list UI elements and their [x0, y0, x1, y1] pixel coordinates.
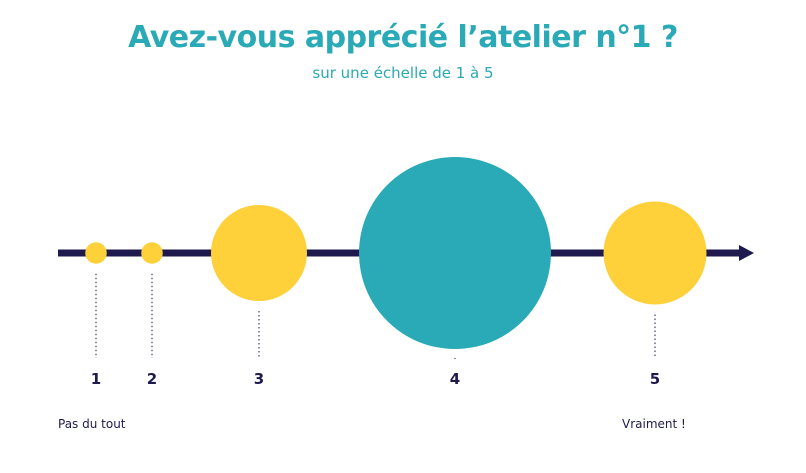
tick-label-4: 4 [450, 370, 460, 388]
bubble-1 [85, 242, 107, 264]
bubble-2 [141, 242, 163, 264]
scale-low-label: Pas du tout [58, 417, 126, 431]
bubble-3 [211, 205, 307, 301]
tick-label-3: 3 [254, 370, 264, 388]
axis-arrowhead [739, 245, 754, 261]
scale-high-label: Vraiment ! [622, 417, 686, 431]
tick-label-2: 2 [147, 370, 157, 388]
tick-label-1: 1 [91, 370, 101, 388]
chart-title: Avez-vous apprécié l’atelier n°1 ? [128, 20, 678, 55]
bubble-5 [603, 201, 707, 305]
chart-subtitle: sur une échelle de 1 à 5 [312, 64, 494, 82]
bubble-4 [359, 157, 551, 349]
tick-label-5: 5 [650, 370, 660, 388]
